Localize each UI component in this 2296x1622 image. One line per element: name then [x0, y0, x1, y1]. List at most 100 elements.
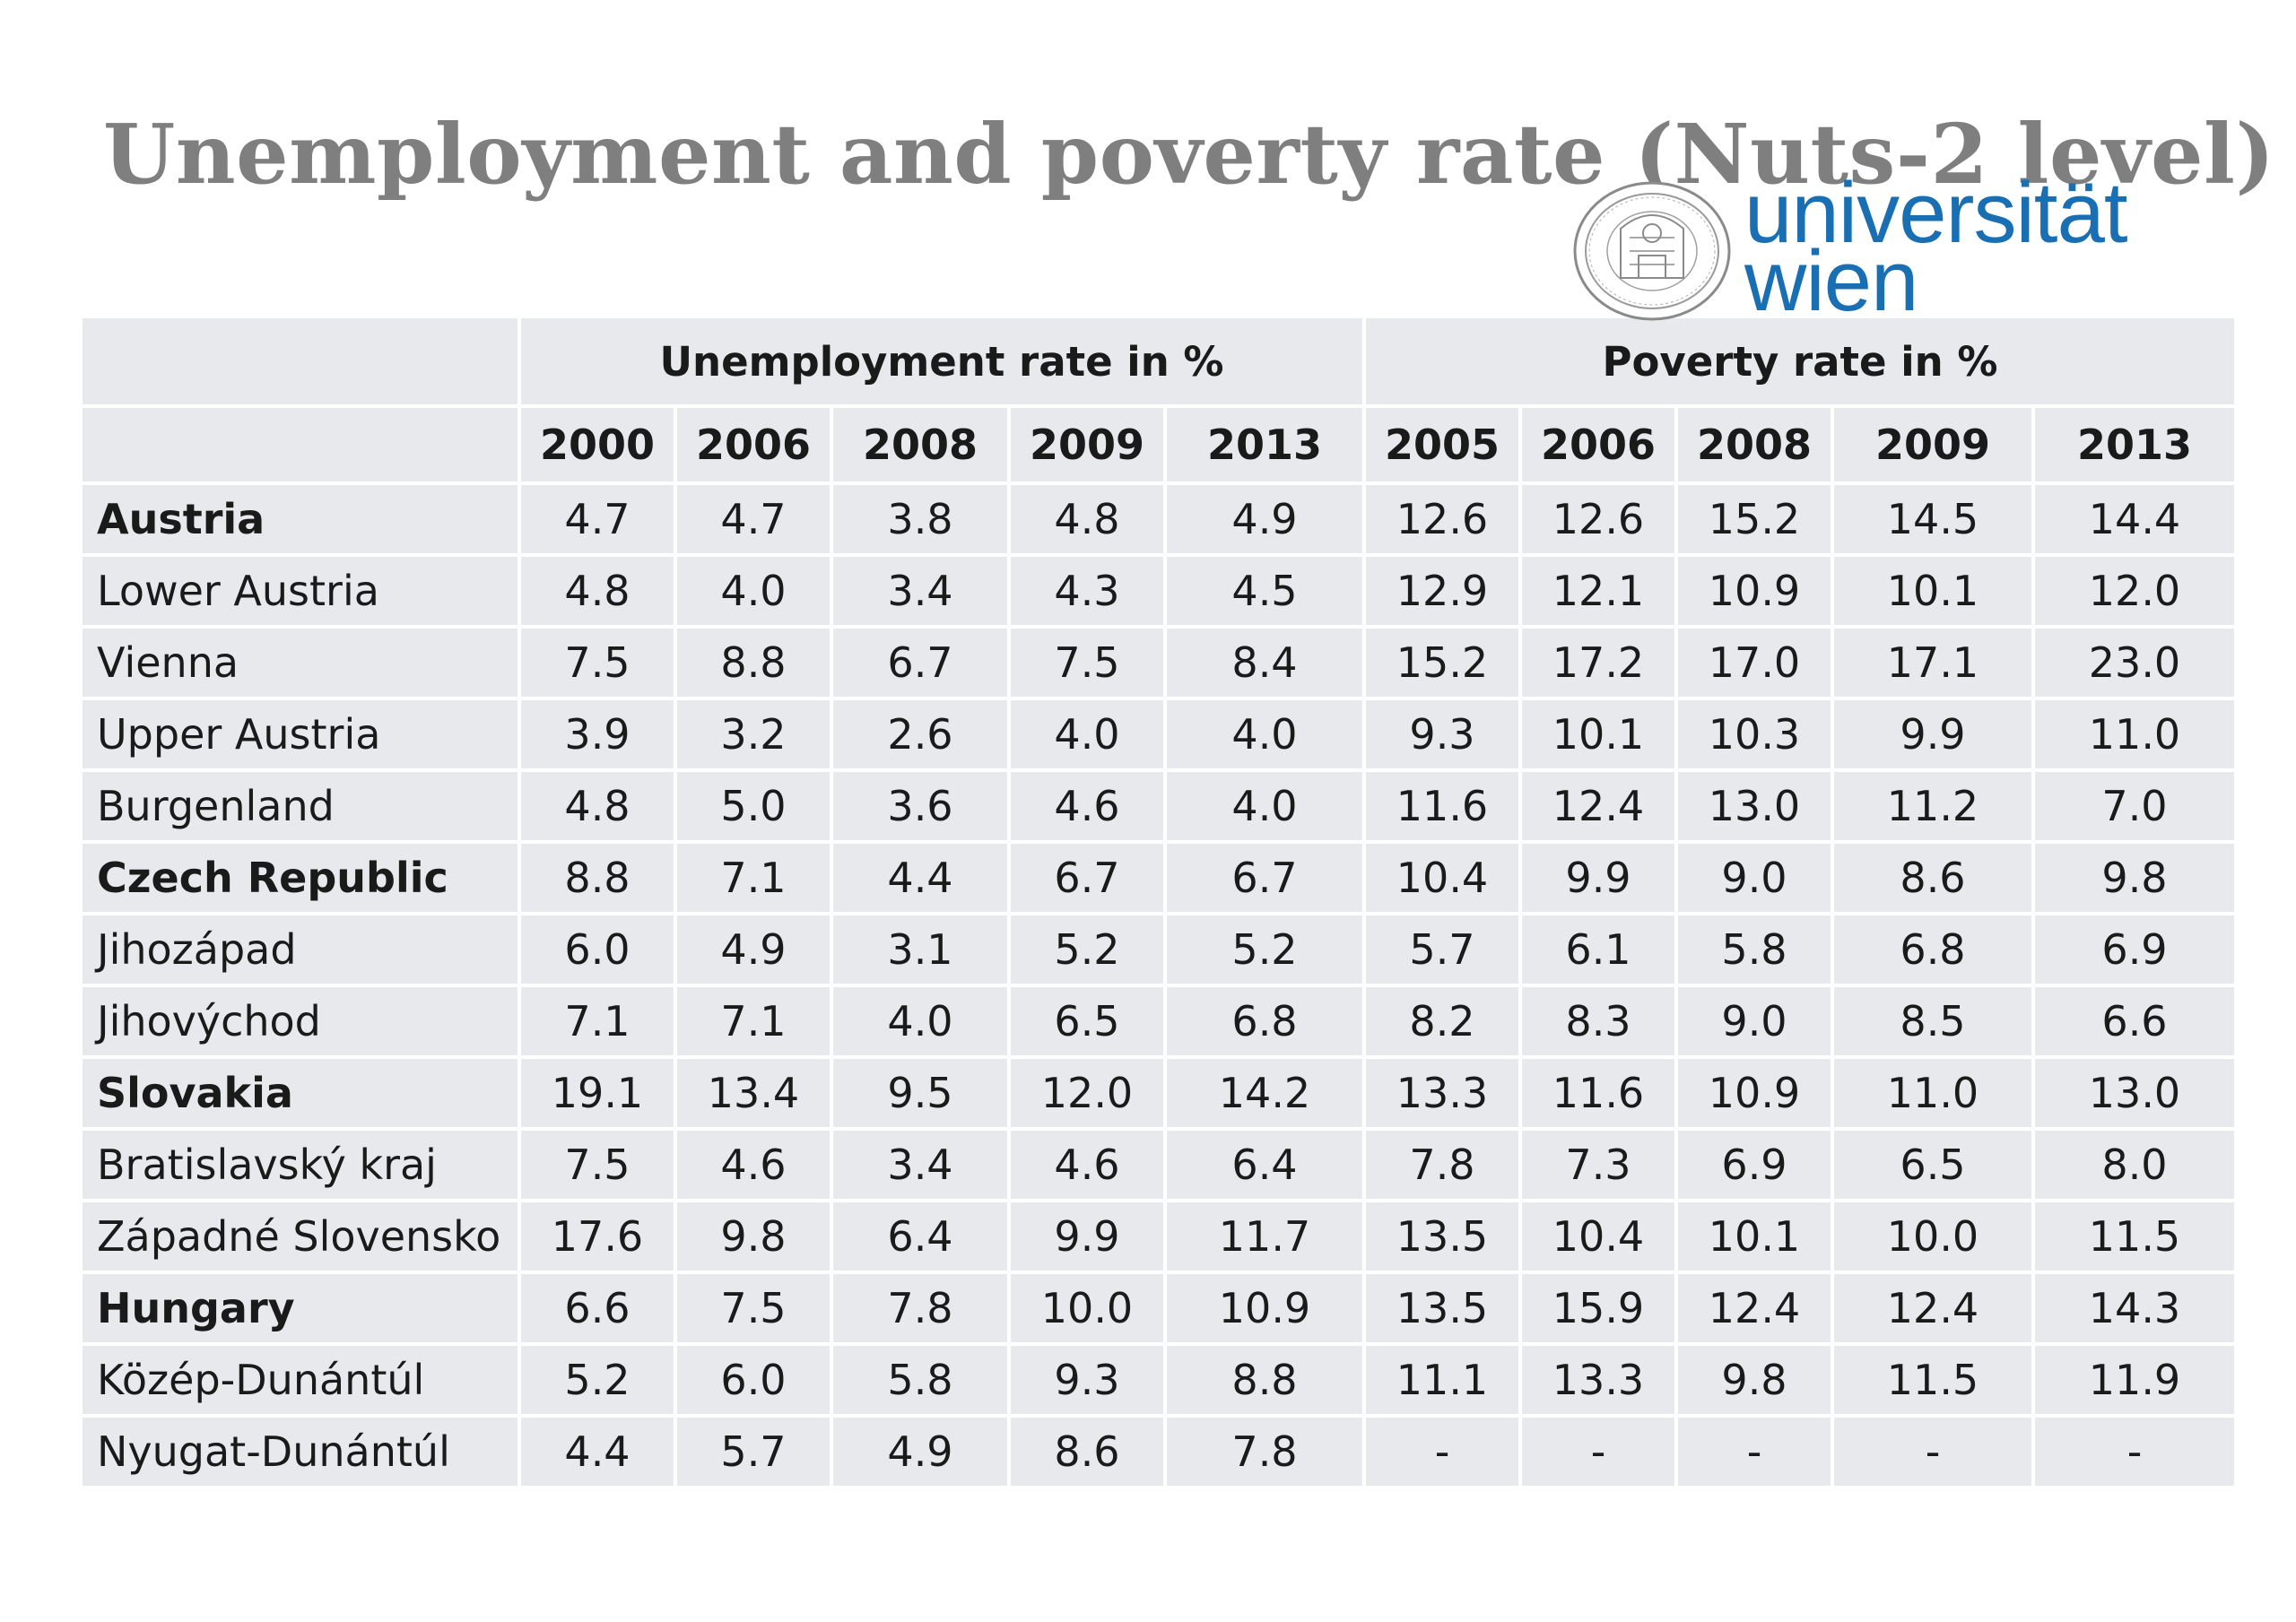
unemployment-value-cell: 5.2 [521, 1346, 677, 1418]
poverty-value-cell: 11.5 [2035, 1202, 2234, 1274]
unemployment-value-cell: 3.4 [833, 1131, 1011, 1202]
unemployment-value-cell: 8.8 [1167, 1346, 1366, 1418]
poverty-value-cell: 9.9 [1522, 844, 1678, 915]
region-name-cell: Közép-Dunántúl [83, 1346, 521, 1418]
poverty-value-cell: 7.3 [1522, 1131, 1678, 1202]
poverty-value-cell: 8.3 [1522, 987, 1678, 1059]
unemployment-value-cell: 5.2 [1011, 915, 1167, 987]
unemployment-value-cell: 8.4 [1167, 629, 1366, 700]
poverty-value-cell: 12.6 [1366, 485, 1522, 557]
unemployment-value-cell: 3.9 [521, 700, 677, 772]
poverty-value-cell: 14.5 [1834, 485, 2035, 557]
unemployment-value-cell: 7.8 [1167, 1418, 1366, 1489]
poverty-value-cell: 6.5 [1834, 1131, 2035, 1202]
table-body: Austria 4.7 4.7 3.8 4.8 4.9 12.6 12.6 15.2 14.5 14… [83, 485, 2234, 1489]
poverty-value-cell: 12.9 [1366, 557, 1522, 629]
poverty-value-cell: 6.9 [1678, 1131, 1834, 1202]
unemployment-value-cell: 4.9 [677, 915, 833, 987]
poverty-value-cell: 10.1 [1678, 1202, 1834, 1274]
unemployment-value-cell: 7.5 [521, 629, 677, 700]
table-row: Lower Austria 4.8 4.0 3.4 4.3 4.5 12.9 12.1 10.9… [83, 557, 2234, 629]
poverty-value-cell: 11.6 [1366, 772, 1522, 844]
unemployment-value-cell: 9.3 [1011, 1346, 1167, 1418]
region-name-cell: Jihovýchod [83, 987, 521, 1059]
table-row: Jihovýchod 7.1 7.1 4.0 6.5 6.8 8.2 8.3 9.0 8.5 6.6 [83, 987, 2234, 1059]
table-row: Közép-Dunántúl 5.2 6.0 5.8 9.3 8.8 11.1 13.3 9.8… [83, 1346, 2234, 1418]
unemployment-value-cell: 4.7 [677, 485, 833, 557]
poverty-value-cell: 6.1 [1522, 915, 1678, 987]
poverty-year-header: 2005 [1366, 408, 1522, 485]
poverty-value-cell: 17.0 [1678, 629, 1834, 700]
slide-title: Unemployment and poverty rate (Nuts-2 le… [103, 106, 2275, 203]
region-name-cell: Austria [83, 485, 521, 557]
poverty-value-cell: 13.3 [1366, 1059, 1522, 1131]
unemployment-value-cell: 6.6 [521, 1274, 677, 1346]
corner-cell [83, 318, 521, 408]
unemployment-value-cell: 7.1 [677, 987, 833, 1059]
poverty-value-cell: 11.5 [1834, 1346, 2035, 1418]
poverty-value-cell: - [1834, 1418, 2035, 1489]
unemployment-year-header: 2008 [833, 408, 1011, 485]
poverty-value-cell: 10.3 [1678, 700, 1834, 772]
unemployment-value-cell: 7.5 [1011, 629, 1167, 700]
unemployment-value-cell: 5.7 [677, 1418, 833, 1489]
poverty-value-cell: 8.2 [1366, 987, 1522, 1059]
unemployment-value-cell: 9.5 [833, 1059, 1011, 1131]
logo-wordmark: universität wien [1744, 170, 2128, 329]
region-name-cell: Hungary [83, 1274, 521, 1346]
poverty-value-cell: - [1522, 1418, 1678, 1489]
poverty-value-cell: 17.2 [1522, 629, 1678, 700]
poverty-value-cell: 11.6 [1522, 1059, 1678, 1131]
table-row: Czech Republic 8.8 7.1 4.4 6.7 6.7 10.4 9.9 9.0 8… [83, 844, 2234, 915]
table-row: Burgenland 4.8 5.0 3.6 4.6 4.0 11.6 12.4 13.0 11.… [83, 772, 2234, 844]
university-seal-icon [1573, 181, 1731, 321]
poverty-value-cell: 11.9 [2035, 1346, 2234, 1418]
poverty-value-cell: 13.5 [1366, 1202, 1522, 1274]
unemployment-value-cell: 5.0 [677, 772, 833, 844]
unemployment-value-cell: 4.3 [1011, 557, 1167, 629]
poverty-value-cell: 12.4 [1678, 1274, 1834, 1346]
poverty-value-cell: - [2035, 1418, 2234, 1489]
unemployment-value-cell: 4.6 [1011, 772, 1167, 844]
poverty-value-cell: 17.1 [1834, 629, 2035, 700]
unemployment-value-cell: 4.6 [677, 1131, 833, 1202]
poverty-value-cell: 14.4 [2035, 485, 2234, 557]
poverty-value-cell: 8.5 [1834, 987, 2035, 1059]
unemployment-value-cell: 9.8 [677, 1202, 833, 1274]
unemployment-value-cell: 10.9 [1167, 1274, 1366, 1346]
poverty-value-cell: 9.9 [1834, 700, 2035, 772]
region-name-cell: Západné Slovensko [83, 1202, 521, 1274]
table-row: Austria 4.7 4.7 3.8 4.8 4.9 12.6 12.6 15.2 14.5 14… [83, 485, 2234, 557]
region-name-cell: Czech Republic [83, 844, 521, 915]
unemployment-value-cell: 7.1 [521, 987, 677, 1059]
table-row: Vienna 7.5 8.8 6.7 7.5 8.4 15.2 17.2 17.0 17.1 23.… [83, 629, 2234, 700]
unemployment-value-cell: 7.5 [677, 1274, 833, 1346]
poverty-value-cell: 15.2 [1678, 485, 1834, 557]
unemployment-value-cell: 4.4 [521, 1418, 677, 1489]
poverty-value-cell: 23.0 [2035, 629, 2234, 700]
data-table: Unemployment rate in % Poverty rate in %… [83, 318, 2234, 1489]
poverty-value-cell: 10.4 [1366, 844, 1522, 915]
poverty-value-cell: 6.6 [2035, 987, 2234, 1059]
unemployment-year-header: 2009 [1011, 408, 1167, 485]
unemployment-value-cell: 6.8 [1167, 987, 1366, 1059]
poverty-value-cell: 15.2 [1366, 629, 1522, 700]
poverty-value-cell: 11.0 [1834, 1059, 2035, 1131]
unemployment-value-cell: 3.2 [677, 700, 833, 772]
poverty-value-cell: 12.4 [1834, 1274, 2035, 1346]
poverty-value-cell: 8.6 [1834, 844, 2035, 915]
unemployment-value-cell: 7.1 [677, 844, 833, 915]
unemployment-value-cell: 4.0 [677, 557, 833, 629]
poverty-value-cell: 10.4 [1522, 1202, 1678, 1274]
poverty-value-cell: 11.2 [1834, 772, 2035, 844]
poverty-value-cell: 10.9 [1678, 557, 1834, 629]
region-name-cell: Bratislavský kraj [83, 1131, 521, 1202]
poverty-value-cell: 9.8 [2035, 844, 2234, 915]
logo-word-line2: wien [1744, 233, 1918, 329]
poverty-value-cell: 13.3 [1522, 1346, 1678, 1418]
poverty-value-cell: 9.8 [1678, 1346, 1834, 1418]
unemployment-group-header: Unemployment rate in % [521, 318, 1366, 408]
university-logo: universität wien [1571, 170, 2154, 329]
unemployment-value-cell: 11.7 [1167, 1202, 1366, 1274]
poverty-value-cell: 12.6 [1522, 485, 1678, 557]
